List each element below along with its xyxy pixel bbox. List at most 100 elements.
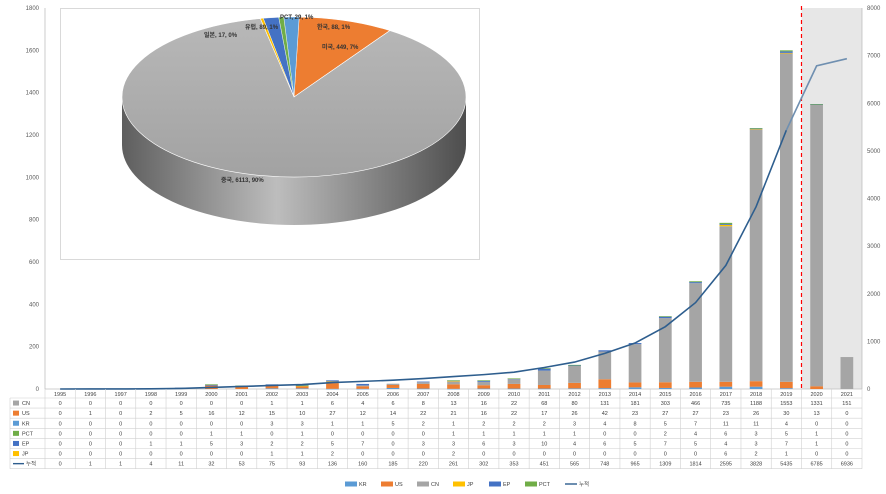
table-cell: 1: [240, 431, 243, 437]
bar-cn: [749, 129, 763, 382]
table-cell: 2: [301, 441, 304, 447]
table-cell: 0: [270, 431, 273, 437]
table-cell: 4: [694, 431, 697, 437]
legend-label: PCT: [539, 482, 551, 488]
bar-kr: [779, 388, 793, 389]
table-cell: 160: [358, 462, 367, 468]
bar-cn: [416, 382, 430, 384]
table-cell: 1: [785, 452, 788, 458]
table-cell: 0: [845, 431, 848, 437]
bar-pct: [295, 385, 309, 386]
pie-chart: [121, 16, 467, 225]
table-cell: 0: [603, 431, 606, 437]
table-cell: 2: [543, 421, 546, 427]
y-left-tick-label: 400: [29, 302, 40, 308]
table-cell: 1: [149, 441, 152, 447]
table-cell: 6: [482, 441, 485, 447]
table-cell: 0: [89, 452, 92, 458]
table-cell: 6: [331, 401, 334, 407]
table-cell: 0: [361, 431, 364, 437]
table-cell: 23: [723, 411, 729, 417]
bar-us: [810, 386, 823, 389]
table-cell: 0: [89, 401, 92, 407]
table-cell: 3: [512, 441, 515, 447]
bar-cn: [810, 104, 823, 387]
table-cell: 93: [299, 462, 305, 468]
table-cell: 0: [149, 401, 152, 407]
x-tick-label: 2005: [357, 392, 369, 398]
pie-side-wall: [122, 97, 466, 225]
table-cell: 10: [541, 441, 547, 447]
y-right-tick-label: 3000: [867, 244, 881, 250]
table-cell: 1: [89, 462, 92, 468]
table-cell: 3: [301, 421, 304, 427]
x-tick-label: 2001: [236, 392, 248, 398]
bar-cn: [658, 318, 672, 383]
bar-us: [719, 381, 733, 387]
bar-cn: [840, 357, 854, 389]
bar-pct: [749, 128, 763, 129]
bar-kr: [265, 388, 279, 389]
table-cell: 3: [755, 431, 758, 437]
x-tick-label: 2016: [689, 392, 701, 398]
legend-label: 누적: [579, 481, 589, 488]
table-cell: 0: [845, 411, 848, 417]
y-left-tick-label: 1000: [26, 175, 40, 181]
table-row-key: [13, 410, 19, 416]
table-cell: 13: [814, 411, 820, 417]
table-cell: 12: [360, 411, 366, 417]
table-cell: 2: [422, 421, 425, 427]
table-cell: 0: [845, 421, 848, 427]
bar-us: [265, 385, 279, 389]
table-cell: 1: [573, 431, 576, 437]
bar-us: [477, 385, 491, 389]
bar-pct: [477, 380, 491, 381]
table-cell: 0: [482, 452, 485, 458]
x-tick-label: 2013: [599, 392, 611, 398]
bar-ep: [658, 316, 672, 319]
table-cell: 2: [331, 452, 334, 458]
bar-us: [447, 384, 460, 389]
y-right-tick-label: 7000: [867, 54, 881, 60]
legend-label: KR: [359, 482, 367, 488]
bar-kr: [386, 387, 400, 389]
bar-cn: [568, 365, 581, 383]
table-cell: 0: [240, 401, 243, 407]
bar-us: [507, 383, 521, 389]
legend-key: [453, 481, 465, 487]
bar-jp: [447, 381, 460, 382]
table-cell: 6: [603, 441, 606, 447]
pie-chart-panel: 중국, 6113, 90% 일본, 17, 0% 유럽, 89, 1% PCT,…: [60, 8, 480, 260]
bar-pct: [205, 384, 218, 385]
bar-pct: [537, 368, 551, 369]
bar-kr: [749, 386, 763, 389]
table-cell: 16: [481, 411, 487, 417]
table-cell: 6936: [841, 462, 853, 468]
table-cell: 0: [149, 452, 152, 458]
bar-kr: [507, 388, 521, 390]
legend-label: CN: [431, 482, 439, 488]
table-cell: 0: [391, 452, 394, 458]
bar-kr: [658, 387, 672, 389]
bar-ep: [719, 224, 733, 225]
table-cell: 6: [724, 431, 727, 437]
table-cell: 0: [361, 452, 364, 458]
bar-cn: [628, 344, 642, 383]
table-cell: 5: [634, 441, 637, 447]
bar-jp: [719, 224, 733, 227]
x-tick-label: 1995: [54, 392, 66, 398]
bar-kr: [326, 388, 339, 390]
x-tick-label: 2017: [720, 392, 732, 398]
table-cell: 1: [361, 421, 364, 427]
table-cell: 4: [785, 421, 788, 427]
table-cell: 303: [661, 401, 670, 407]
bar-jp: [749, 129, 763, 130]
table-row-label: 누적: [26, 461, 36, 468]
table-cell: 7: [361, 441, 364, 447]
bar-us: [749, 381, 763, 387]
table-row-key: [13, 440, 19, 446]
y-right-tick-label: 8000: [867, 6, 881, 12]
table-cell: 136: [328, 462, 337, 468]
table-cell: 2: [755, 452, 758, 458]
